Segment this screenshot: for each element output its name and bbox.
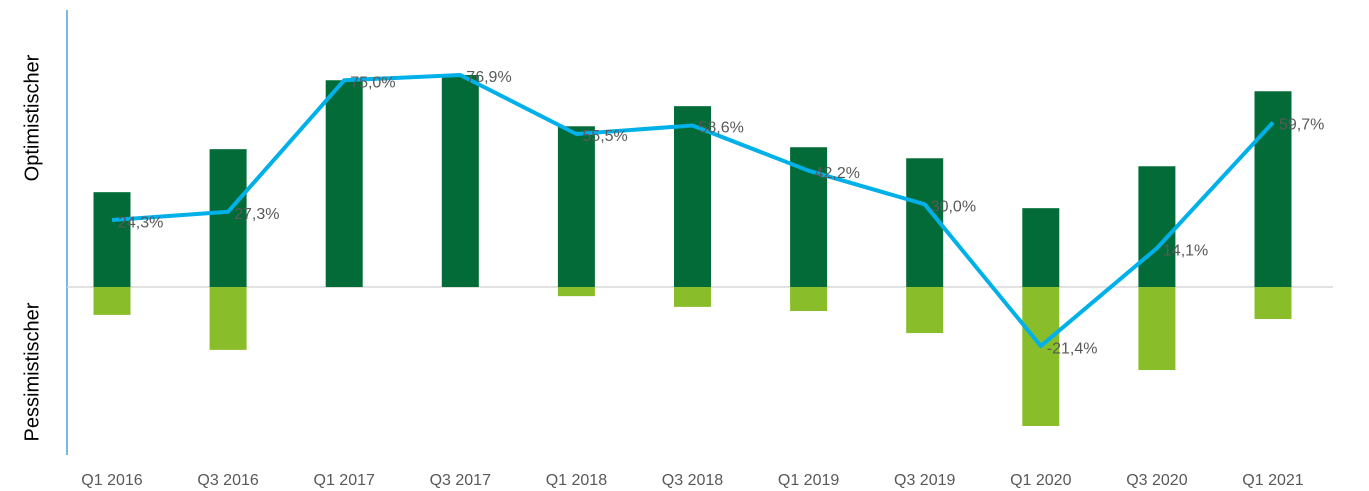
data-label: -21,4% — [1047, 340, 1098, 357]
x-tick-label: Q1 2019 — [778, 472, 839, 489]
x-tick-label: Q1 2017 — [314, 472, 375, 489]
bar — [906, 158, 944, 288]
data-label: 75,0% — [350, 74, 395, 91]
bar — [790, 287, 828, 312]
bar — [906, 287, 944, 334]
x-tick-label: Q1 2016 — [81, 472, 142, 489]
bar — [1022, 287, 1060, 426]
x-tick-label: Q3 2019 — [894, 472, 955, 489]
bar — [557, 287, 595, 297]
x-tick-label: Q3 2016 — [197, 472, 258, 489]
x-tick-label: Q3 2020 — [1126, 472, 1187, 489]
bar — [674, 287, 711, 307]
x-tick-label: Q3 2018 — [662, 472, 723, 489]
x-tick-label: Q1 2021 — [1242, 472, 1303, 489]
bar — [209, 287, 247, 350]
line — [111, 73, 1275, 349]
bar — [1254, 287, 1292, 320]
data-label: 76,9% — [466, 69, 511, 86]
bar — [557, 126, 595, 288]
bar — [674, 106, 711, 288]
bar — [1138, 166, 1176, 288]
bar — [93, 192, 131, 288]
bar — [325, 80, 363, 288]
x-tick-label: Q3 2017 — [430, 472, 491, 489]
x-tick-label: Q1 2018 — [546, 472, 607, 489]
bar — [441, 75, 479, 288]
data-label: 27,3% — [234, 206, 279, 223]
data-label: 30,0% — [931, 199, 976, 216]
bar — [209, 149, 247, 288]
data-label: 58,6% — [699, 120, 744, 137]
axis-label: Pessimistischer — [21, 302, 43, 441]
axis-label: Optimistischer — [21, 54, 43, 181]
data-label: 24,3% — [118, 214, 163, 231]
data-label: 55,5% — [582, 128, 627, 145]
bar — [1022, 208, 1060, 288]
data-label: 59,7% — [1279, 117, 1324, 134]
x-tick-label: Q1 2020 — [1010, 472, 1071, 489]
data-label: 14,1% — [1163, 242, 1208, 259]
bar — [93, 287, 131, 315]
data-label: 42,2% — [815, 165, 860, 182]
bar — [1138, 287, 1176, 371]
